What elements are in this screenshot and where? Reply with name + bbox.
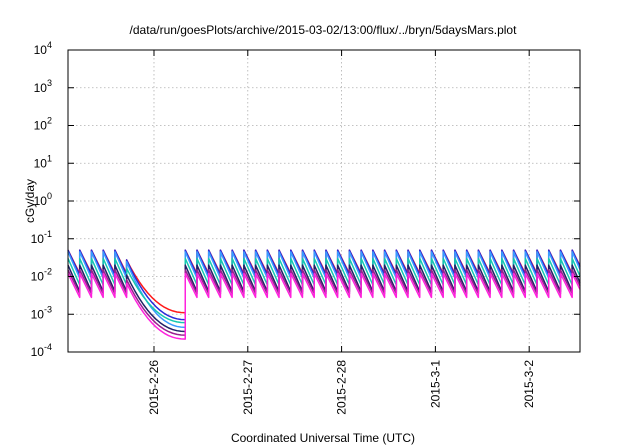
x-tick-label: 2015-2-27 [241, 360, 255, 415]
y-tick-exponent: -3 [44, 304, 52, 314]
x-tick-label: 2015-3-2 [522, 360, 536, 408]
y-tick-label: 101 [34, 153, 52, 170]
x-tick-label: 2015-2-28 [335, 360, 349, 415]
y-tick-exponent: -2 [44, 267, 52, 277]
y-tick-label: 10-1 [31, 229, 52, 246]
y-tick-exponent: -1 [44, 229, 52, 239]
x-tick-label: 2015-2-26 [147, 360, 161, 415]
y-tick-label: 10-4 [31, 342, 52, 359]
y-tick-exponent: 4 [47, 40, 52, 50]
y-tick-exponent: 1 [47, 153, 52, 163]
y-tick-label: 103 [34, 78, 52, 95]
x-axis-label: Coordinated Universal Time (UTC) [231, 431, 415, 445]
x-axis-ticks: 2015-2-26 2015-2-27 2015-2-28 2015-3-1 2015-… [147, 50, 536, 415]
grid-lines [68, 50, 580, 352]
y-tick-label: 104 [34, 40, 52, 57]
y-tick-exponent: 0 [47, 191, 52, 201]
y-tick-label: 10-3 [31, 304, 52, 321]
y-axis-label: cGy/day [23, 179, 37, 223]
y-tick-exponent: 2 [47, 116, 52, 126]
series-line-7 [67, 272, 581, 340]
y-tick-label: 102 [34, 116, 52, 133]
chart-title: /data/run/goesPlots/archive/2015-03-02/1… [130, 23, 518, 37]
x-tick-label: 2015-3-1 [428, 360, 442, 408]
data-series [67, 249, 581, 340]
y-tick-exponent: -4 [44, 342, 52, 352]
y-tick-exponent: 3 [47, 78, 52, 88]
y-tick-label: 10-2 [31, 267, 52, 284]
